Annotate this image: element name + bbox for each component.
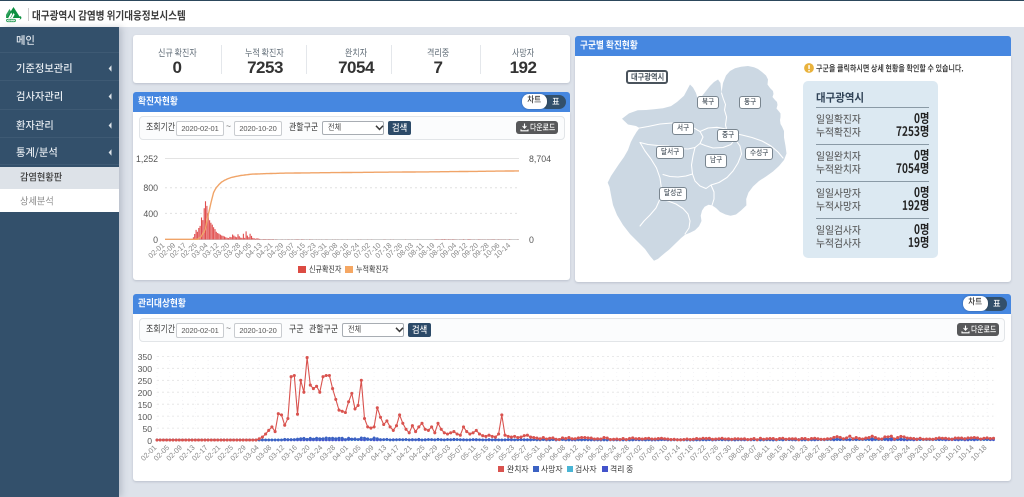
svg-text:DAEGU: DAEGU <box>6 19 15 23</box>
